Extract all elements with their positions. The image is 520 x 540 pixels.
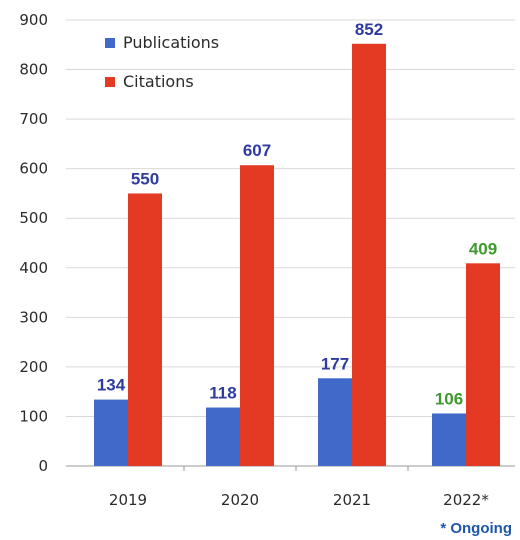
y-tick-label: 300 bbox=[19, 308, 48, 326]
ongoing-note: * Ongoing bbox=[440, 520, 512, 537]
y-tick-label: 800 bbox=[19, 61, 48, 79]
data-label: 852 bbox=[355, 20, 383, 39]
x-tick-label: 2022* bbox=[443, 491, 489, 509]
bar-citations-2021 bbox=[352, 43, 386, 466]
y-tick-label: 700 bbox=[19, 110, 48, 128]
y-tick-label: 900 bbox=[19, 11, 48, 29]
data-label: 106 bbox=[435, 389, 463, 408]
y-tick-label: 0 bbox=[38, 457, 48, 475]
x-tick-label: 2020 bbox=[221, 491, 259, 509]
x-axis-ticks: 2019 2020 2021 2022* bbox=[109, 466, 489, 509]
y-tick-label: 400 bbox=[19, 259, 48, 277]
x-tick-label: 2019 bbox=[109, 491, 147, 509]
bar-publications-2020 bbox=[206, 407, 240, 466]
bar-publications-2019 bbox=[94, 399, 128, 466]
data-label: 118 bbox=[209, 384, 236, 403]
bar-publications-2022 bbox=[432, 413, 466, 466]
x-tick-label: 2021 bbox=[333, 491, 371, 509]
data-label: 409 bbox=[469, 239, 497, 258]
bar-citations-2020 bbox=[240, 165, 274, 466]
bar-publications-2021 bbox=[318, 378, 352, 466]
data-label: 134 bbox=[97, 376, 126, 395]
y-tick-label: 100 bbox=[19, 407, 48, 425]
y-tick-label: 200 bbox=[19, 358, 48, 376]
data-labels-layer: 134 550 118 607 177 852 106 409 bbox=[97, 20, 497, 409]
y-tick-label: 600 bbox=[19, 160, 48, 178]
legend-swatch bbox=[105, 38, 115, 48]
data-label: 607 bbox=[243, 141, 271, 160]
bar-citations-2022 bbox=[466, 263, 500, 466]
legend-label: Citations bbox=[123, 72, 194, 91]
legend-swatch bbox=[105, 77, 115, 87]
legend-label: Publications bbox=[123, 33, 219, 52]
bars-layer bbox=[94, 43, 500, 466]
y-tick-label: 500 bbox=[19, 209, 48, 227]
y-axis-ticks: 0 100 200 300 400 500 600 700 800 900 bbox=[19, 11, 48, 475]
legend: Publications Citations bbox=[105, 33, 219, 91]
bar-citations-2019 bbox=[128, 193, 162, 466]
data-label: 550 bbox=[131, 169, 159, 188]
data-label: 177 bbox=[321, 354, 349, 373]
